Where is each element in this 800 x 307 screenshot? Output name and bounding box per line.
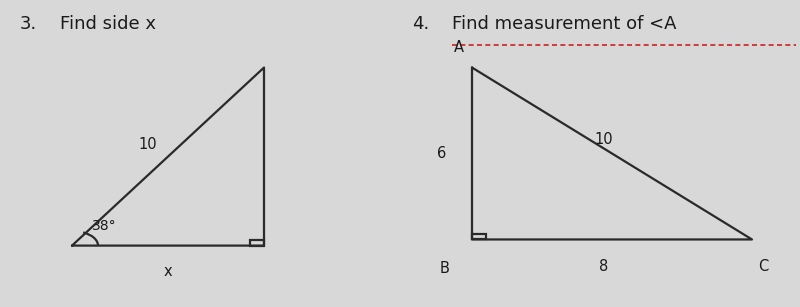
Text: 3.: 3. — [20, 15, 38, 33]
Bar — [472, 234, 486, 239]
Text: Find side x: Find side x — [60, 15, 156, 33]
Text: 38°: 38° — [92, 219, 117, 233]
Text: B: B — [440, 261, 450, 276]
Text: 10: 10 — [594, 132, 614, 147]
Text: 10: 10 — [138, 137, 158, 152]
Text: 8: 8 — [599, 259, 609, 274]
Text: Find measurement of <A: Find measurement of <A — [452, 15, 677, 33]
Bar — [250, 240, 264, 246]
Text: A: A — [454, 40, 463, 55]
Text: C: C — [758, 259, 769, 274]
Text: 4.: 4. — [412, 15, 430, 33]
Text: 6: 6 — [437, 146, 446, 161]
Text: x: x — [164, 264, 172, 279]
